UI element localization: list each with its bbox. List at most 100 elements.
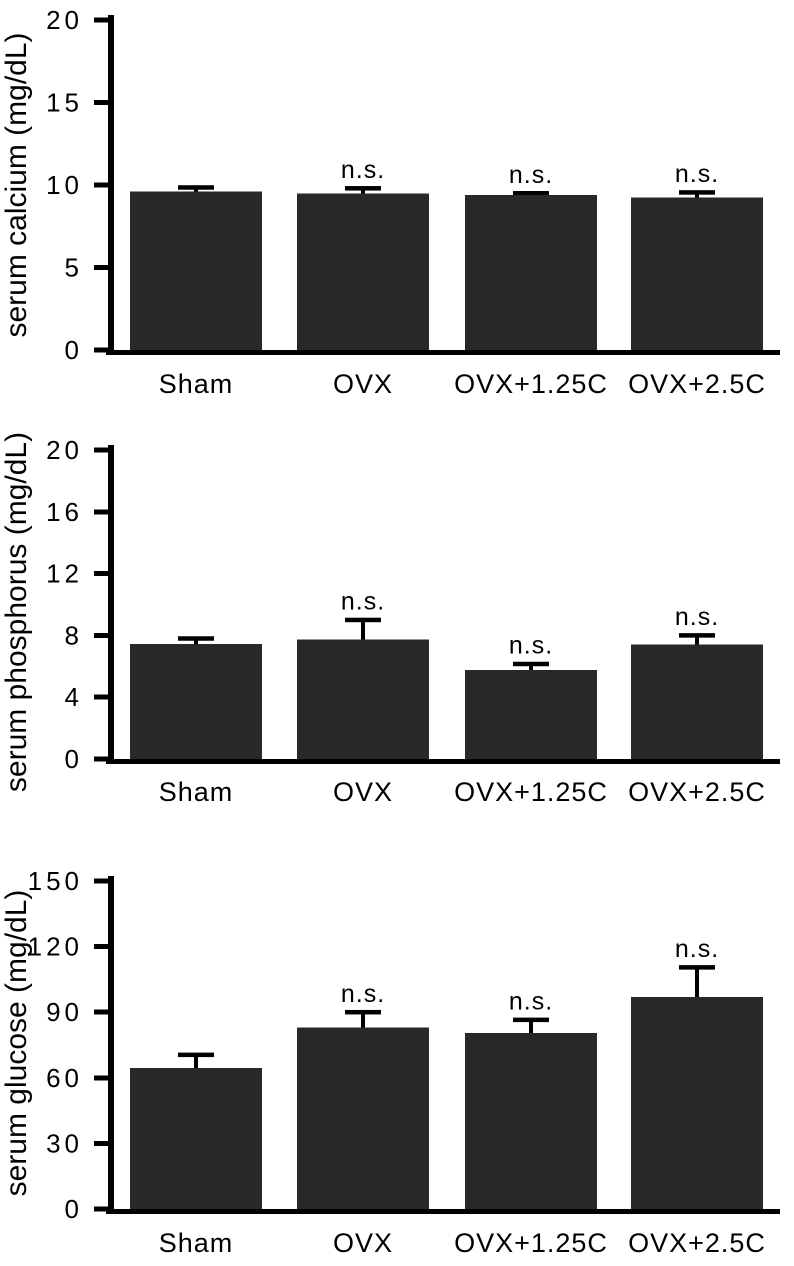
y-tick-label: 4	[65, 682, 83, 712]
error-bar-cap-ovx	[345, 617, 381, 623]
y-tick-label: 0	[65, 1194, 83, 1224]
bar-ovx-1-25c	[465, 194, 597, 350]
x-axis-line	[106, 759, 780, 764]
y-tick-mark	[94, 1009, 108, 1015]
chart-panel-serum-calcium: 0 5 10 15 20 Sham n.s. OVX n.s. OVX+1.25C n.s. OVX+…	[0, 0, 794, 420]
y-tick-mark	[94, 182, 108, 188]
x-tick-label-sham: Sham	[159, 1228, 234, 1258]
x-tick-label-ovx-1-25c: OVX+1.25C	[454, 1228, 608, 1258]
bar-sham	[130, 643, 262, 759]
error-bar-cap-ovx	[345, 1009, 381, 1015]
y-tick-label: 60	[46, 1063, 83, 1093]
ns-annotation-ovx-1-25c: n.s.	[509, 988, 553, 1016]
y-tick-label: 0	[65, 335, 83, 365]
chart-panel-serum-phosphorus: 0 4 8 12 16 20 Sham n.s. OVX n.s. OVX+1.25C n.s. OVX…	[0, 420, 794, 840]
error-bar-cap-ovx-1-25c	[513, 191, 549, 196]
error-bar-stem-ovx	[361, 1012, 365, 1038]
error-bar-cap-ovx-2-5c	[679, 965, 715, 970]
y-tick-label: 15	[46, 88, 83, 118]
chart-serum-glucose-mg-dl: 0 30 60 90 120 150 Sham n.s. OVX n.s. OVX+1.25C n.s…	[0, 866, 780, 1258]
y-tick-label: 5	[65, 253, 83, 283]
y-tick-label: 8	[65, 620, 83, 650]
x-axis-line	[106, 1209, 780, 1214]
y-tick-mark	[94, 1140, 108, 1146]
y-tick-label: 12	[46, 559, 83, 589]
x-tick-label-ovx-2-5c: OVX+2.5C	[628, 777, 766, 807]
y-tick-mark	[94, 1206, 108, 1212]
y-tick-mark	[94, 571, 108, 577]
x-tick-label-ovx-2-5c: OVX+2.5C	[628, 369, 766, 399]
y-tick-mark	[94, 1075, 108, 1081]
bar-ovx	[297, 1027, 429, 1209]
y-axis-label: serum glucose (mg/dL)	[0, 890, 33, 1197]
x-tick-label-ovx-1-25c: OVX+1.25C	[454, 369, 608, 399]
x-tick-label-ovx: OVX	[333, 1228, 393, 1258]
y-tick-label: 120	[28, 932, 83, 962]
x-tick-label-ovx-1-25c: OVX+1.25C	[454, 777, 608, 807]
y-tick-mark	[94, 265, 108, 270]
ns-annotation-ovx-1-25c: n.s.	[509, 632, 553, 660]
y-tick-mark	[94, 100, 108, 105]
error-bar-cap-ovx	[345, 186, 381, 191]
y-tick-label: 20	[46, 435, 83, 465]
y-axis-line	[108, 876, 114, 1209]
x-tick-label-sham: Sham	[159, 777, 234, 807]
chart-serum-calcium-mg-dl: 0 5 10 15 20 Sham n.s. OVX n.s. OVX+1.25C n.s. OVX+…	[0, 5, 780, 399]
ns-annotation-ovx: n.s.	[341, 588, 385, 616]
bar-sham	[130, 1067, 262, 1209]
y-tick-mark	[94, 509, 108, 515]
ns-annotation-ovx: n.s.	[341, 156, 385, 184]
error-bar-stem-sham	[194, 1054, 198, 1078]
x-tick-label-ovx: OVX	[333, 777, 393, 807]
y-tick-mark	[94, 632, 108, 638]
ns-annotation-ovx: n.s.	[341, 980, 385, 1008]
chart-panel-serum-glucose: 0 30 60 90 120 150 Sham n.s. OVX n.s. OVX+1.25C n.s…	[0, 840, 794, 1266]
bar-ovx-2-5c	[631, 996, 763, 1209]
chart-serum-phosphorus-mg-dl: 0 4 8 12 16 20 Sham n.s. OVX n.s. OVX+1.25C n.s. OVX…	[0, 432, 780, 807]
x-axis-line	[106, 350, 780, 355]
y-axis-label: serum calcium (mg/dL)	[0, 32, 33, 337]
y-tick-label: 0	[65, 744, 83, 774]
y-tick-mark	[94, 878, 108, 884]
ns-annotation-ovx-2-5c: n.s.	[675, 935, 719, 963]
bar-ovx	[297, 639, 429, 759]
error-bar-cap-sham	[178, 185, 214, 190]
y-tick-label: 16	[46, 497, 83, 527]
y-tick-mark	[94, 17, 108, 23]
y-tick-label: 90	[46, 997, 83, 1027]
y-tick-mark	[94, 447, 108, 453]
x-tick-label-ovx-2-5c: OVX+2.5C	[628, 1228, 766, 1258]
bar-sham	[130, 191, 262, 350]
bar-ovx-2-5c	[631, 644, 763, 759]
bar-ovx	[297, 193, 429, 350]
x-tick-label-sham: Sham	[159, 369, 234, 399]
ns-annotation-ovx-2-5c: n.s.	[675, 603, 719, 631]
bar-ovx-2-5c	[631, 197, 763, 350]
error-bar-cap-ovx-1-25c	[513, 1017, 549, 1023]
y-tick-label: 10	[46, 170, 83, 200]
ns-annotation-ovx-1-25c: n.s.	[509, 161, 553, 189]
y-tick-label: 150	[28, 866, 83, 896]
error-bar-cap-sham	[178, 636, 214, 641]
y-axis-line	[108, 15, 114, 350]
y-tick-mark	[94, 756, 108, 762]
bar-ovx-1-25c	[465, 670, 597, 759]
y-axis-line	[108, 445, 114, 759]
y-tick-label: 20	[46, 5, 83, 35]
y-axis-label: serum phosphorus (mg/dL)	[0, 432, 33, 792]
error-bar-cap-sham	[178, 1052, 214, 1058]
x-tick-label-ovx: OVX	[333, 369, 393, 399]
y-tick-label: 30	[46, 1128, 83, 1158]
y-tick-mark	[94, 944, 108, 950]
y-tick-mark	[94, 694, 108, 700]
bar-ovx-1-25c	[465, 1032, 597, 1209]
y-tick-mark	[94, 347, 108, 353]
error-bar-cap-ovx-1-25c	[513, 661, 549, 667]
error-bar-cap-ovx-2-5c	[679, 633, 715, 638]
error-bar-stem-ovx-2-5c	[695, 967, 699, 1007]
error-bar-cap-ovx-2-5c	[679, 190, 715, 195]
ns-annotation-ovx-2-5c: n.s.	[675, 160, 719, 188]
error-bar-stem-ovx	[361, 619, 365, 650]
error-bar-stem-ovx-1-25c	[529, 1019, 533, 1043]
